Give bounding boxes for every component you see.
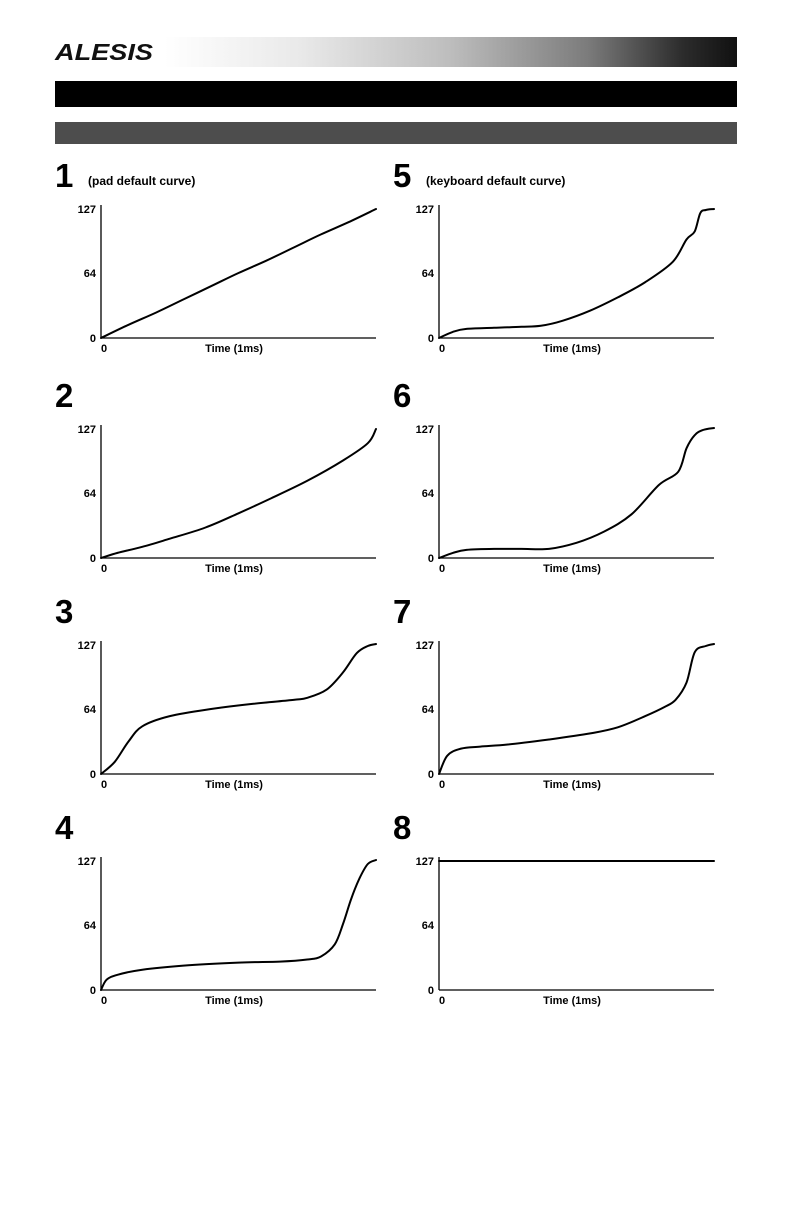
curve-number: 2 — [55, 377, 73, 414]
header-brand-bar: ALESIS — [55, 37, 737, 67]
y-tick-label: 0 — [428, 553, 434, 565]
section-title-band — [55, 81, 737, 107]
y-tick-label: 64 — [84, 704, 97, 716]
curve-chart-7: 7 0 64 127 0 Time (1ms) — [393, 593, 715, 791]
curve-chart-8: 8 0 64 127 0 Time (1ms) — [393, 809, 715, 1007]
x-tick-label: 0 — [101, 779, 107, 791]
x-tick-label: 0 — [101, 995, 107, 1007]
x-axis-label: Time (1ms) — [205, 343, 263, 355]
curve-chart-6: 6 0 64 127 0 Time (1ms) — [393, 377, 715, 575]
y-tick-label: 64 — [422, 704, 435, 716]
y-tick-label: 0 — [428, 333, 434, 345]
curve-panel-1: 1 (pad default curve) 0 64 127 0 Time (1ms) — [55, 157, 395, 358]
y-tick-label: 127 — [78, 424, 96, 436]
curve-number: 1 — [55, 157, 73, 194]
curve-number: 6 — [393, 377, 411, 414]
y-tick-label: 0 — [90, 333, 96, 345]
curve-chart-1: 1 (pad default curve) 0 64 127 0 Time (1ms) — [55, 157, 377, 355]
curve-note: (keyboard default curve) — [426, 174, 565, 188]
x-tick-label: 0 — [101, 343, 107, 355]
curve-number: 7 — [393, 593, 411, 630]
y-tick-label: 127 — [416, 856, 434, 868]
x-tick-label: 0 — [439, 995, 445, 1007]
y-tick-label: 0 — [428, 985, 434, 997]
x-axis-label: Time (1ms) — [205, 563, 263, 575]
velocity-curve-line — [100, 208, 377, 339]
curve-number: 5 — [393, 157, 411, 194]
y-tick-label: 127 — [78, 640, 96, 652]
curve-panel-5: 5 (keyboard default curve) 0 64 127 0 Time (1m… — [393, 157, 733, 358]
velocity-curve-line — [100, 428, 377, 559]
subsection-title-band — [55, 122, 737, 144]
x-axis-label: Time (1ms) — [543, 343, 601, 355]
y-tick-label: 0 — [90, 985, 96, 997]
x-tick-label: 0 — [439, 343, 445, 355]
x-axis-label: Time (1ms) — [543, 779, 601, 791]
y-tick-label: 127 — [416, 204, 434, 216]
y-tick-label: 0 — [428, 769, 434, 781]
y-tick-label: 64 — [422, 268, 435, 280]
y-tick-label: 127 — [416, 424, 434, 436]
x-tick-label: 0 — [439, 563, 445, 575]
curve-panel-2: 2 0 64 127 0 Time (1ms) — [55, 377, 395, 578]
velocity-curve-line — [438, 208, 715, 339]
velocity-curve-line — [438, 643, 715, 775]
curve-panel-6: 6 0 64 127 0 Time (1ms) — [393, 377, 733, 578]
x-tick-label: 0 — [101, 563, 107, 575]
curve-chart-5: 5 (keyboard default curve) 0 64 127 0 Time (1m… — [393, 157, 715, 355]
y-tick-label: 64 — [84, 268, 97, 280]
velocity-curve-line — [100, 643, 377, 775]
curve-panel-3: 3 0 64 127 0 Time (1ms) — [55, 593, 395, 794]
curve-panel-7: 7 0 64 127 0 Time (1ms) — [393, 593, 733, 794]
y-tick-label: 127 — [78, 856, 96, 868]
curve-number: 3 — [55, 593, 73, 630]
y-tick-label: 127 — [416, 640, 434, 652]
y-tick-label: 64 — [422, 920, 435, 932]
velocity-curve-line — [438, 427, 715, 559]
x-axis-label: Time (1ms) — [205, 995, 263, 1007]
x-axis-label: Time (1ms) — [543, 995, 601, 1007]
curve-panel-4: 4 0 64 127 0 Time (1ms) — [55, 809, 395, 1010]
curve-number: 8 — [393, 809, 411, 846]
curve-chart-4: 4 0 64 127 0 Time (1ms) — [55, 809, 377, 1007]
x-axis-label: Time (1ms) — [543, 563, 601, 575]
curve-number: 4 — [55, 809, 74, 846]
curve-panel-8: 8 0 64 127 0 Time (1ms) — [393, 809, 733, 1010]
curve-chart-3: 3 0 64 127 0 Time (1ms) — [55, 593, 377, 791]
y-tick-label: 127 — [78, 204, 96, 216]
x-tick-label: 0 — [439, 779, 445, 791]
y-tick-label: 0 — [90, 553, 96, 565]
y-tick-label: 0 — [90, 769, 96, 781]
brand-logo: ALESIS — [55, 39, 154, 65]
x-axis-label: Time (1ms) — [205, 779, 263, 791]
velocity-curve-line — [100, 859, 377, 991]
y-tick-label: 64 — [84, 488, 97, 500]
curve-note: (pad default curve) — [88, 174, 195, 188]
y-tick-label: 64 — [422, 488, 435, 500]
curve-chart-2: 2 0 64 127 0 Time (1ms) — [55, 377, 377, 575]
y-tick-label: 64 — [84, 920, 97, 932]
